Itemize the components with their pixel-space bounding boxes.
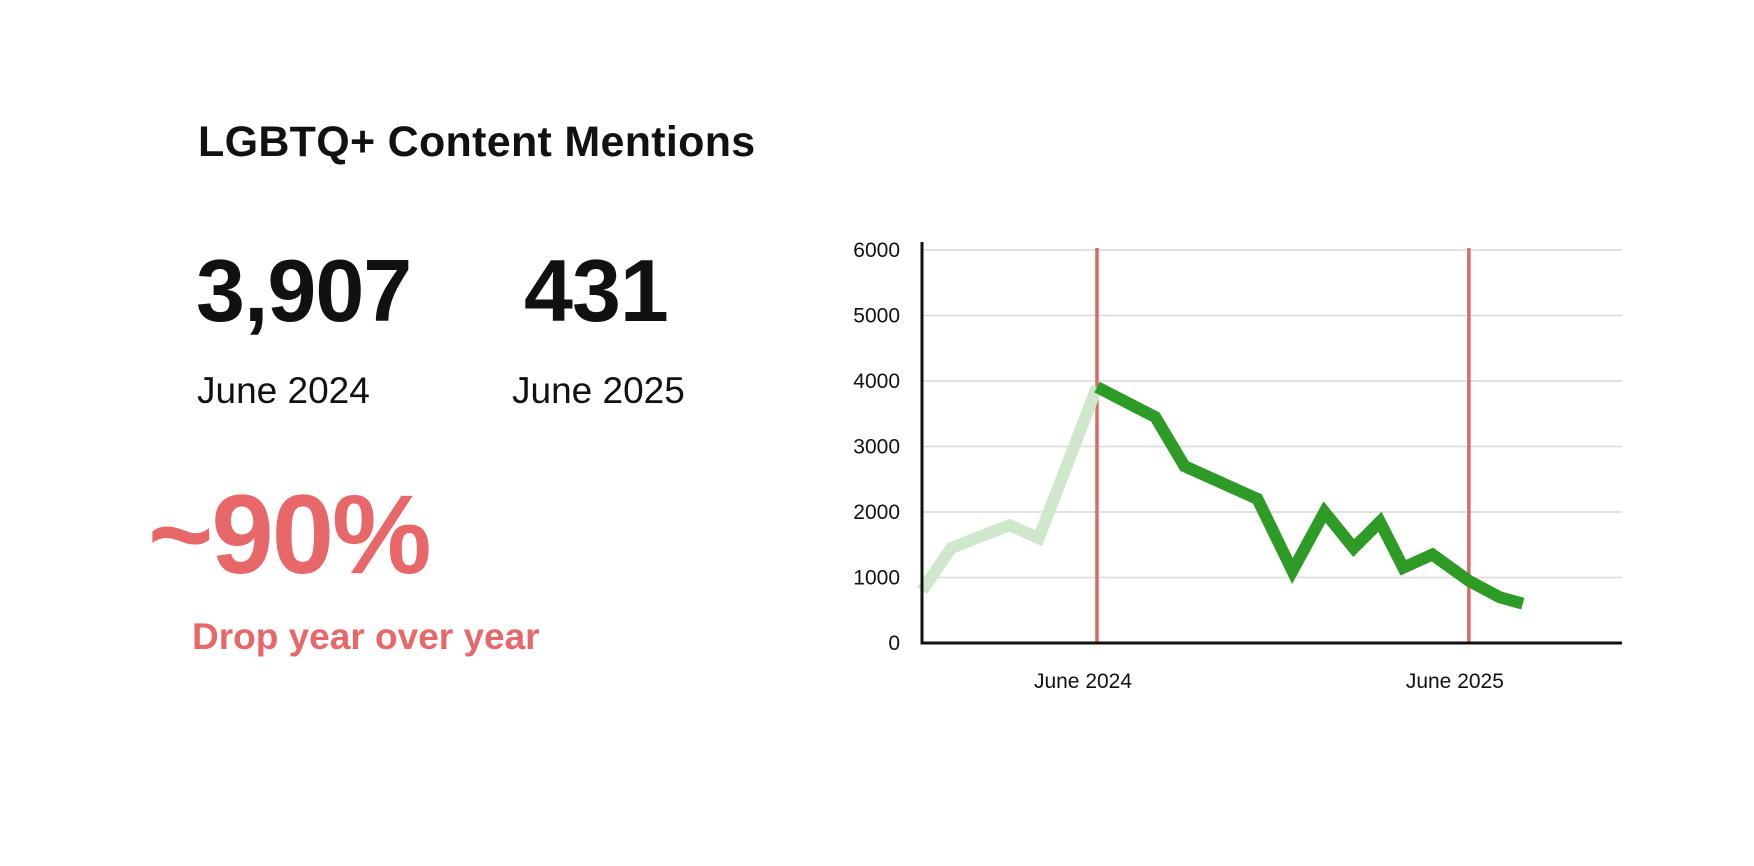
drop-label: Drop year over year: [192, 616, 540, 657]
y-tick-label: 6000: [853, 239, 900, 262]
y-tick-label: 5000: [853, 305, 900, 328]
page-title: LGBTQ+ Content Mentions: [198, 118, 756, 166]
y-tick-label: 3000: [853, 436, 900, 459]
y-tick-label: 2000: [853, 501, 900, 524]
y-tick-label: 4000: [853, 370, 900, 393]
line-chart: 0 1000 2000 3000 4000 5000 6000 June 2024 June 2…: [853, 239, 1622, 693]
x-tick-label: June 2025: [1406, 670, 1504, 693]
drop-percentage: ~90%: [148, 472, 432, 597]
series-line: [1094, 381, 1525, 610]
stat-value-june-2024: 3,907: [196, 241, 412, 340]
x-tick-label: June 2024: [1034, 670, 1132, 693]
series-line-faded: [917, 384, 1103, 594]
y-tick-label: 0: [888, 632, 900, 655]
stat-label-june-2025: June 2025: [512, 370, 685, 411]
stat-label-june-2024: June 2024: [197, 370, 370, 411]
stat-value-june-2025: 431: [524, 241, 669, 340]
y-tick-label: 1000: [853, 567, 900, 590]
